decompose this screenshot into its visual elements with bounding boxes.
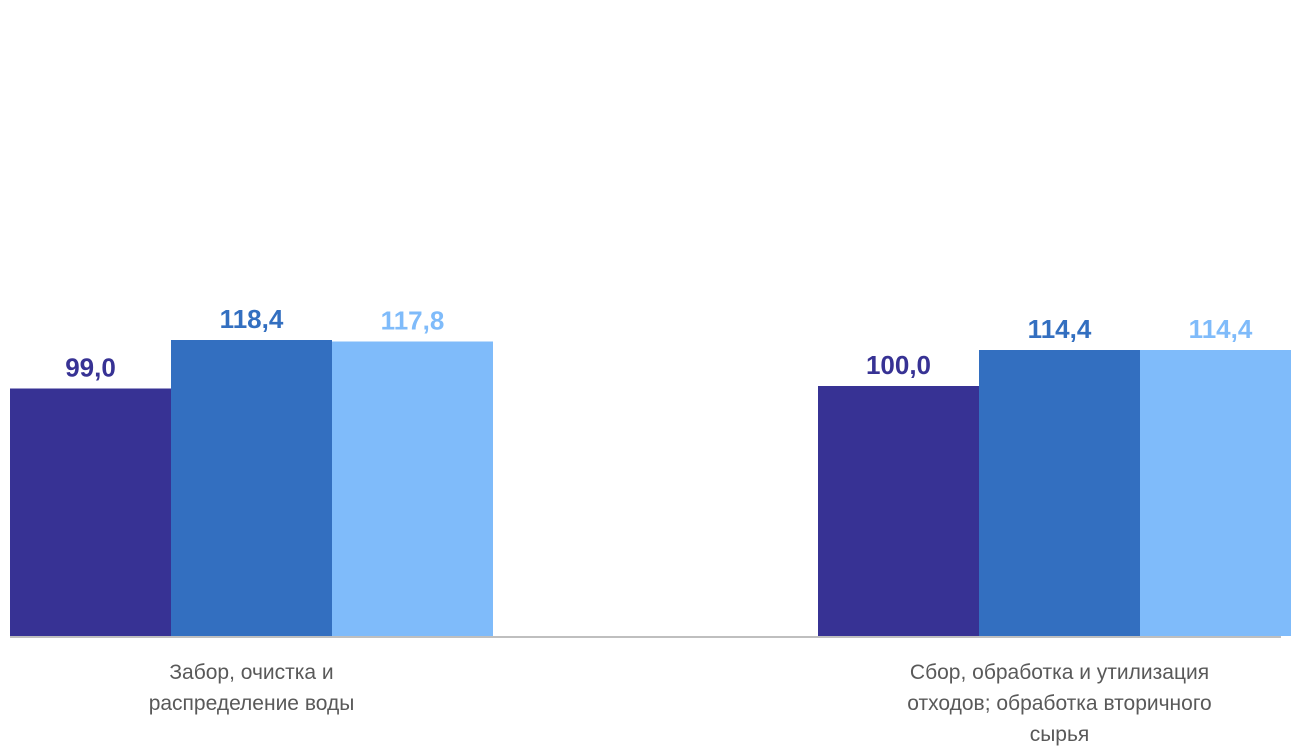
- value-labels-layer: 99,0 118,4 117,8 100,0 114,4 114,4: [65, 304, 1253, 383]
- bar-series-3-category-1: [332, 341, 493, 636]
- category-label-line: Сбор, обработка и утилизация: [910, 661, 1209, 684]
- category-labels-layer: Забор, очистка и распределение воды Сбор, …: [149, 661, 1212, 746]
- data-label-series-2-category-1: 118,4: [220, 304, 284, 334]
- bar-series-2-category-2: [979, 350, 1140, 636]
- category-label-2: Сбор, обработка и утилизация отходов; обр…: [907, 661, 1211, 746]
- bars-layer: [10, 340, 1291, 636]
- category-label-line: распределение воды: [149, 692, 355, 715]
- category-label-1: Забор, очистка и распределение воды: [149, 661, 355, 715]
- data-label-series-1-category-1: 99,0: [65, 353, 116, 383]
- bar-series-3-category-2: [1140, 350, 1291, 636]
- bar-series-2-category-1: [171, 340, 332, 636]
- category-label-line: сырья: [1030, 723, 1090, 746]
- data-label-series-1-category-2: 100,0: [866, 350, 931, 380]
- category-label-line: отходов; обработка вторичного: [907, 692, 1211, 715]
- bar-series-1-category-1: [10, 388, 171, 636]
- data-label-series-2-category-2: 114,4: [1028, 314, 1092, 344]
- data-label-series-3-category-1: 117,8: [381, 306, 445, 336]
- category-label-line: Забор, очистка и: [169, 661, 333, 684]
- bar-series-1-category-2: [818, 386, 979, 636]
- data-label-series-3-category-2: 114,4: [1189, 314, 1253, 344]
